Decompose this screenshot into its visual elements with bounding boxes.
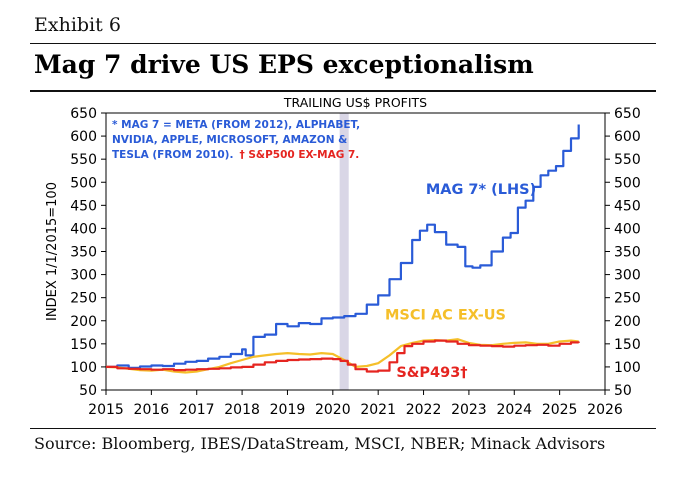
y-tick-label-right-50: 50 — [614, 383, 632, 399]
x-tick-label-2018: 2018 — [224, 402, 260, 418]
y-tick-label-left-500: 500 — [70, 175, 97, 191]
note-line-3: TESLA (FROM 2010). † S&P500 EX-MAG 7. — [112, 149, 359, 161]
y-tick-label-left-450: 450 — [70, 198, 97, 214]
series-labels-group: MAG 7* (LHS) MSCI AC EX-US S&P493† — [385, 182, 536, 381]
note-line-1: * MAG 7 = META (FROM 2012), ALPHABET, — [112, 119, 360, 131]
x-tick-label-2023: 2023 — [451, 402, 487, 418]
axis-ticks-group: 2015 2016 2017 2018 2019 2020 2021 2022 2023 2024… — [70, 106, 640, 418]
x-tick-label-2017: 2017 — [179, 402, 215, 418]
y-tick-label-right-550: 550 — [614, 152, 641, 168]
source-rule — [30, 428, 656, 429]
note-line-2: NVIDIA, APPLE, MICROSOFT, AMAZON & — [112, 134, 347, 146]
y-tick-label-right-650: 650 — [614, 106, 641, 122]
y-tick-label-right-350: 350 — [614, 245, 641, 261]
x-tick-label-2026: 2026 — [587, 402, 623, 418]
x-tick-label-2019: 2019 — [270, 402, 306, 418]
y-tick-label-right-400: 400 — [614, 221, 641, 237]
source-note: Source: Bloomberg, IBES/DataStream, MSCI… — [34, 434, 606, 453]
series-line-s-p493 — [106, 339, 580, 373]
y-tick-label-right-100: 100 — [614, 360, 641, 376]
y-tick-label-left-300: 300 — [70, 268, 97, 284]
profits-chart: 2015 2016 2017 2018 2019 2020 2021 2022 2023 2024… — [45, 95, 641, 418]
series-lines-group — [105, 124, 580, 374]
y-tick-label-left-150: 150 — [70, 337, 97, 353]
y-tick-label-right-200: 200 — [614, 314, 641, 330]
y-tick-label-right-450: 450 — [614, 198, 641, 214]
x-tick-label-2024: 2024 — [496, 402, 532, 418]
page-title: Mag 7 drive US EPS exceptionalism — [34, 50, 534, 79]
x-tick-label-2025: 2025 — [542, 402, 578, 418]
note-line-3-red: † S&P500 EX-MAG 7. — [239, 149, 359, 161]
title-rule — [30, 90, 656, 92]
chart-title: TRAILING US$ PROFITS — [283, 95, 427, 110]
exhibit-label: Exhibit 6 — [34, 14, 121, 36]
y-tick-label-left-550: 550 — [70, 152, 97, 168]
y-tick-label-right-250: 250 — [614, 291, 641, 307]
y-tick-label-left-50: 50 — [79, 383, 97, 399]
series-label-mag-7-lhs: MAG 7* (LHS) — [426, 182, 536, 198]
y-tick-label-right-500: 500 — [614, 175, 641, 191]
y-tick-label-right-150: 150 — [614, 337, 641, 353]
y-tick-label-left-600: 600 — [70, 129, 97, 145]
recession-shading-group — [339, 113, 349, 390]
top-rule — [30, 43, 656, 44]
y-tick-label-left-350: 350 — [70, 245, 97, 261]
y-tick-label-left-100: 100 — [70, 360, 97, 376]
y-tick-label-left-250: 250 — [70, 291, 97, 307]
series-line-mag-7-lhs — [106, 124, 580, 369]
x-tick-label-2016: 2016 — [134, 402, 170, 418]
y-tick-label-right-600: 600 — [614, 129, 641, 145]
series-label-msci-ac-ex-us: MSCI AC EX-US — [385, 307, 506, 323]
x-tick-label-2022: 2022 — [406, 402, 442, 418]
note-line-3-blue: TESLA (FROM 2010). — [112, 149, 233, 161]
recession-band-0 — [339, 113, 349, 390]
y-tick-label-left-650: 650 — [70, 106, 97, 122]
series-label-s-p493: S&P493† — [396, 365, 467, 381]
definition-note: * MAG 7 = META (FROM 2012), ALPHABET, NV… — [112, 119, 360, 161]
y-axis-label: INDEX 1/1/2015=100 — [45, 182, 60, 321]
y-tick-label-right-300: 300 — [614, 268, 641, 284]
x-tick-label-2021: 2021 — [360, 402, 396, 418]
y-tick-label-left-400: 400 — [70, 221, 97, 237]
x-tick-label-2020: 2020 — [315, 402, 351, 418]
y-tick-label-left-200: 200 — [70, 314, 97, 330]
x-tick-label-2015: 2015 — [88, 402, 124, 418]
